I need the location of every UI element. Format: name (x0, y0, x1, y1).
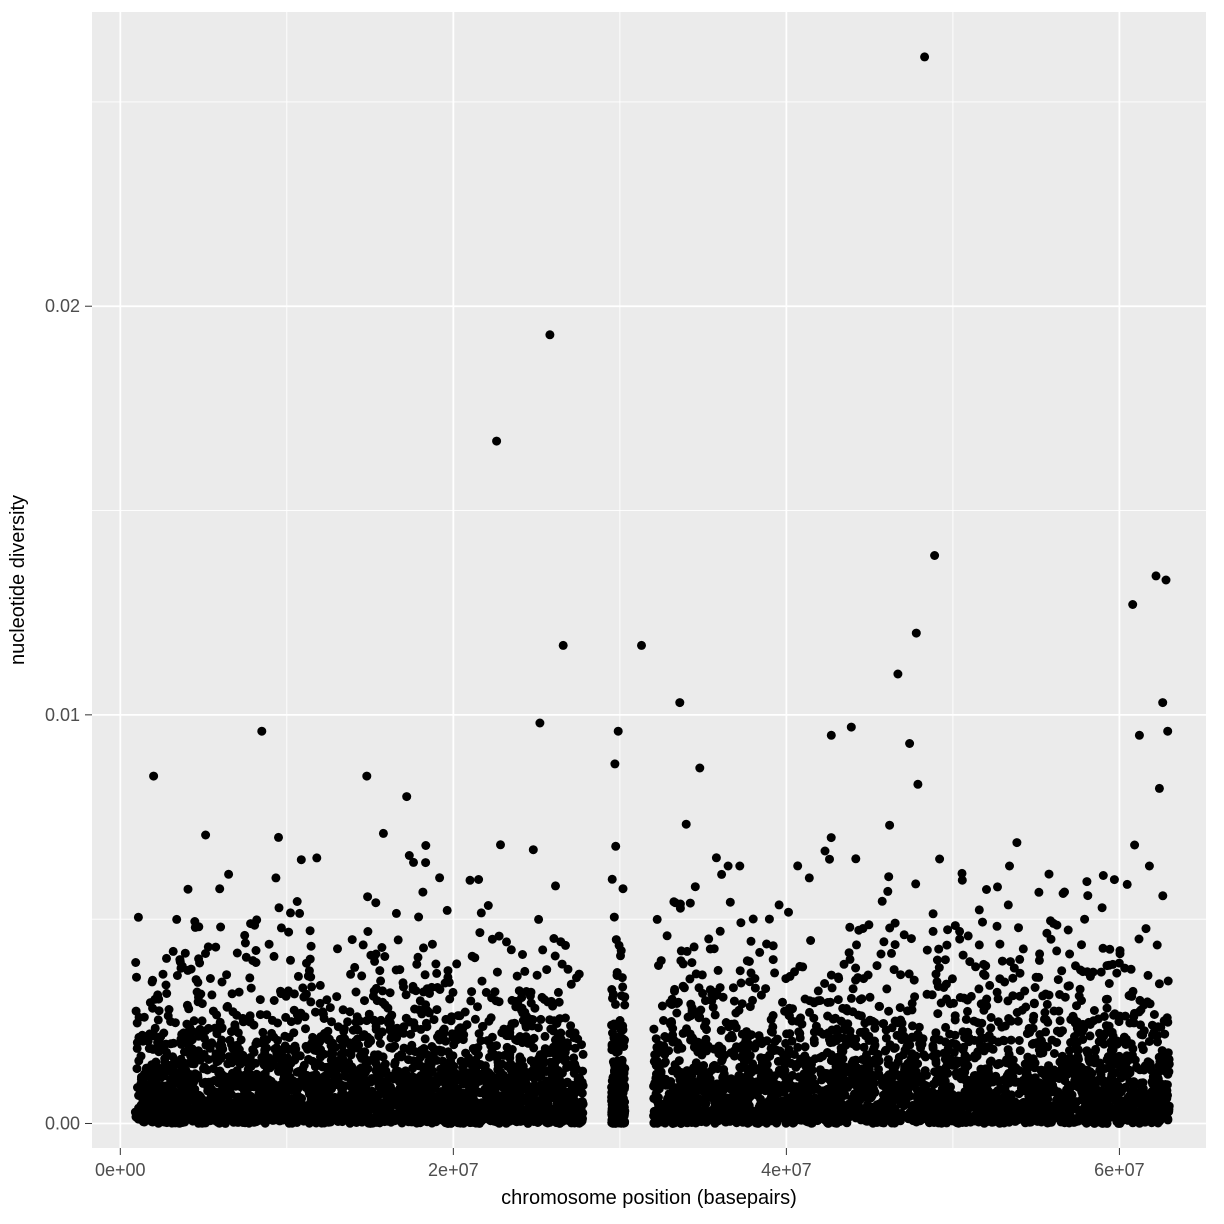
outlier-point (905, 739, 914, 748)
outlier-point (1152, 571, 1161, 580)
outlier-point (735, 862, 744, 871)
x-tick-label: 6e+07 (1094, 1160, 1145, 1180)
y-tick-label: 0.00 (45, 1113, 80, 1133)
outlier-point (913, 780, 922, 789)
outlier-point (257, 727, 266, 736)
outlier-point (535, 719, 544, 728)
outlier-point (637, 641, 646, 650)
outlier-point (847, 723, 856, 732)
outlier-point (930, 551, 939, 560)
y-axis-label: nucleotide diversity (7, 495, 29, 665)
outlier-point (1128, 600, 1137, 609)
outlier-point (312, 853, 321, 862)
plot-svg: 0e+00 2e+07 4e+07 6e+07 0.00 0.01 0.02 chromoso… (0, 0, 1224, 1224)
outlier-point (912, 629, 921, 638)
outlier-point (1163, 727, 1172, 736)
outlier-point (545, 330, 554, 339)
outlier-point (149, 772, 158, 781)
outlier-point (724, 862, 733, 871)
x-axis-label: chromosome position (basepairs) (501, 1187, 797, 1209)
outlier-point (1135, 731, 1144, 740)
outlier-point (274, 833, 283, 842)
outlier-point (402, 792, 411, 801)
x-tick-label: 0e+00 (95, 1160, 146, 1180)
y-tick-label: 0.01 (45, 705, 80, 725)
x-tick-label: 4e+07 (761, 1160, 812, 1180)
scatter-chart: 0e+00 2e+07 4e+07 6e+07 0.00 0.01 0.02 chromoso… (0, 0, 1224, 1224)
outlier-point (1005, 862, 1014, 871)
outlier-point (920, 52, 929, 61)
outlier-point (695, 764, 704, 773)
outlier-point (559, 641, 568, 650)
outlier-point (1162, 576, 1171, 585)
outlier-point (614, 727, 623, 736)
outlier-point (885, 821, 894, 830)
outlier-point (492, 437, 501, 446)
outlier-point (379, 829, 388, 838)
outlier-point (1158, 698, 1167, 707)
outlier-point (610, 759, 619, 768)
outlier-point (827, 731, 836, 740)
outlier-point (362, 772, 371, 781)
outlier-point (893, 670, 902, 679)
outlier-point (675, 698, 684, 707)
outlier-point (529, 845, 538, 854)
outlier-point (1155, 784, 1164, 793)
x-tick-label: 2e+07 (428, 1160, 479, 1180)
y-tick-label: 0.02 (45, 296, 80, 316)
outlier-point (1145, 862, 1154, 871)
